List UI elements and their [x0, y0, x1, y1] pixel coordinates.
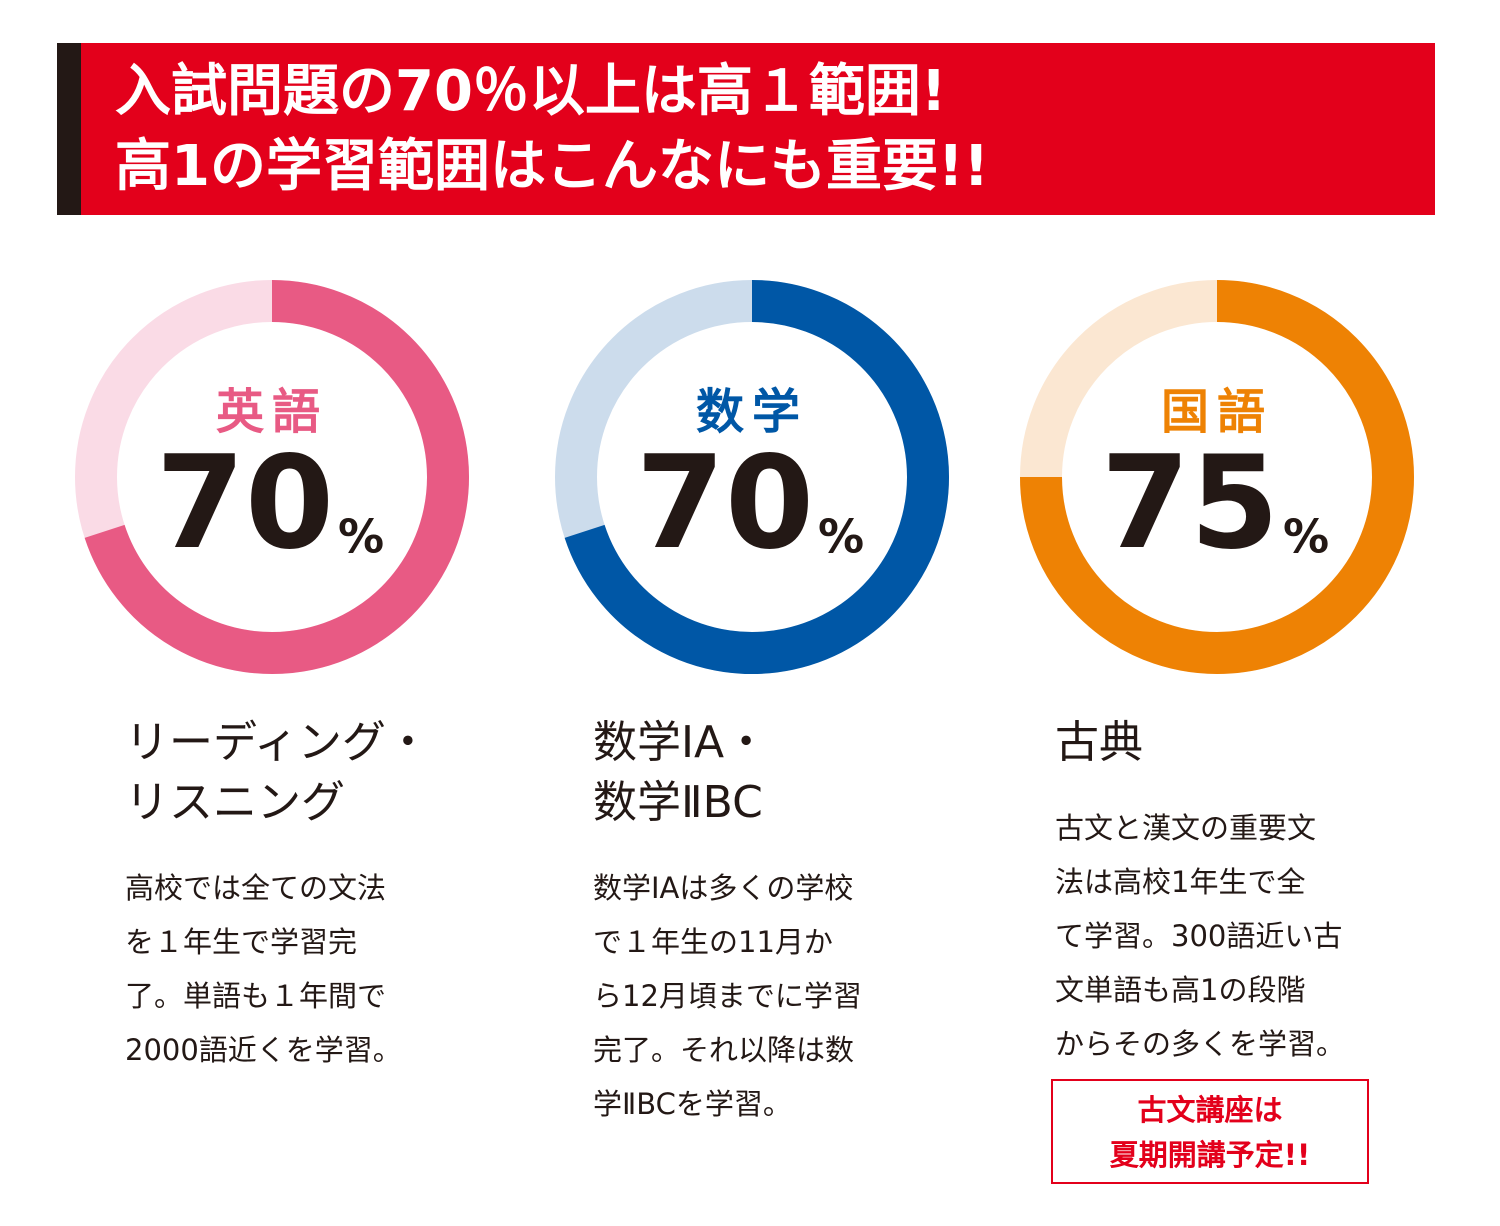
- donut-segment: [84, 280, 469, 674]
- heading: 数学ⅠA・: [593, 717, 768, 768]
- description: 了。単語も１年間で: [125, 979, 386, 1013]
- description: 高校では全ての文法: [125, 871, 386, 905]
- description: 数学IAは多くの学校: [593, 871, 853, 905]
- description: 完了。それ以降は数: [593, 1033, 854, 1067]
- donut-title: 英語: [216, 384, 328, 440]
- description: で１年生の11月か: [593, 925, 833, 959]
- donut-value: 70: [156, 429, 334, 578]
- note-box: [1051, 1079, 1369, 1184]
- note: 夏期開講予定!!: [1110, 1138, 1310, 1172]
- donut-title: 数学: [696, 384, 808, 440]
- description: 文単語も高1の段階: [1055, 973, 1305, 1007]
- description: 古文と漢文の重要文: [1055, 811, 1316, 845]
- donut-unit: %: [338, 510, 384, 564]
- banner-title: 入試問題の70％以上は高１範囲!: [115, 59, 946, 124]
- heading: 数学ⅡBC: [593, 777, 763, 828]
- donut-unit: %: [1283, 510, 1329, 564]
- donut-unit: %: [818, 510, 864, 564]
- note: 古文講座は: [1137, 1093, 1282, 1127]
- description: ら12月頃までに学習: [593, 979, 862, 1013]
- donut-value: 70: [636, 429, 814, 578]
- heading: 古典: [1055, 717, 1143, 768]
- description: を１年生で学習完: [125, 925, 357, 959]
- description: て学習。300語近い古: [1055, 919, 1342, 953]
- banner-accent: [57, 43, 81, 215]
- donut-title: 国語: [1161, 384, 1273, 440]
- donut-segment: [564, 280, 949, 674]
- donut-value: 75: [1101, 429, 1279, 578]
- banner-title: 高1の学習範囲はこんなにも重要!!: [115, 134, 989, 199]
- description: 2000語近くを学習。: [125, 1033, 402, 1067]
- heading: リーディング・: [125, 717, 430, 768]
- description: 学ⅡBCを学習。: [593, 1087, 792, 1121]
- banner: [57, 43, 1435, 215]
- donut-segment: [1020, 280, 1414, 674]
- description: からその多くを学習。: [1055, 1027, 1345, 1061]
- description: 法は高校1年生で全: [1055, 865, 1305, 899]
- heading: リスニング: [125, 777, 345, 828]
